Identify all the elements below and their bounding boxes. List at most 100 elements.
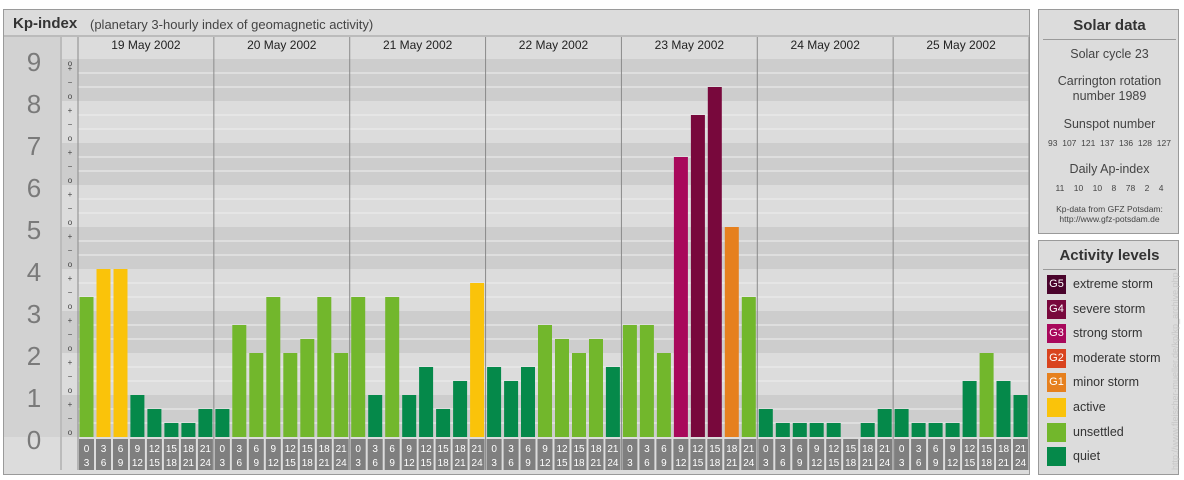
interval-start-label: 15 — [438, 444, 450, 455]
interval-end-label: 21 — [862, 458, 874, 469]
interval-start-label: 0 — [220, 444, 226, 455]
interval-start-label: 6 — [254, 444, 260, 455]
interval-start-label: 0 — [355, 444, 361, 455]
kp-bar — [639, 325, 654, 437]
y-minor-label: − — [68, 330, 73, 339]
interval-start-label: 18 — [998, 444, 1010, 455]
carrington-line-2: number 1989 — [1072, 89, 1147, 103]
interval-start-label: 12 — [285, 444, 297, 455]
interval-end-label: 6 — [372, 458, 378, 469]
interval-end-label: 24 — [879, 458, 891, 469]
kp-bar — [877, 409, 892, 437]
activity-title-divider — [1043, 269, 1176, 270]
source-link[interactable]: http://www.gfz-potsdam.de — [1059, 214, 1160, 224]
kp-bar — [504, 381, 519, 437]
interval-start-label: 18 — [590, 444, 602, 455]
kp-bar — [147, 409, 162, 437]
interval-box — [146, 439, 162, 470]
y-minor-label: + — [68, 232, 73, 241]
activity-levels-panel: Activity levels G5 extreme storm G4 severe … — [1038, 240, 1179, 475]
interval-start-label: 12 — [556, 444, 568, 455]
kp-bar — [555, 339, 569, 437]
day-label: 25 May 2002 — [926, 38, 996, 52]
interval-start-label: 9 — [950, 444, 956, 455]
legend-swatch — [1047, 447, 1066, 467]
interval-end-label: 18 — [166, 458, 178, 469]
legend-swatch — [1047, 422, 1066, 442]
kp-band-6 — [62, 143, 1029, 185]
interval-end-label: 6 — [508, 458, 514, 469]
interval-end-label: 15 — [285, 458, 297, 469]
legend-swatch: G4 — [1047, 299, 1066, 319]
interval-box — [605, 439, 621, 470]
interval-box — [724, 439, 740, 470]
interval-end-label: 12 — [539, 458, 551, 469]
interval-start-label: 6 — [525, 444, 531, 455]
interval-start-label: 9 — [814, 444, 820, 455]
y-minor-label: − — [68, 120, 73, 129]
interval-box — [741, 439, 757, 470]
legend-label: unsettled — [1073, 424, 1124, 439]
interval-box — [792, 439, 808, 470]
y-minor-label: o — [68, 428, 73, 437]
kp-bar — [215, 409, 230, 437]
y-minor-label: + — [68, 358, 73, 367]
kp-bar — [775, 423, 790, 437]
interval-end-label: 9 — [797, 458, 803, 469]
kp-bar — [334, 353, 349, 437]
interval-end-label: 3 — [627, 458, 633, 469]
kp-bar — [385, 297, 400, 437]
y-minor-label: + — [68, 274, 73, 283]
y-tick-label-7: 7 — [27, 131, 41, 161]
kp-bar — [521, 367, 535, 437]
kp-bar — [79, 297, 94, 437]
legend-item-minor-storm: G1 minor storm — [1047, 373, 1177, 393]
day-label: 23 May 2002 — [655, 38, 725, 52]
interval-end-label: 18 — [573, 458, 585, 469]
activity-levels-title: Activity levels — [1059, 247, 1160, 264]
day-label: 24 May 2002 — [791, 38, 861, 52]
interval-end-label: 21 — [319, 458, 331, 469]
interval-end-label: 3 — [491, 458, 497, 469]
legend-label: severe storm — [1073, 301, 1146, 316]
interval-start-label: 3 — [101, 444, 107, 455]
interval-box — [656, 439, 672, 470]
kp-bar — [453, 381, 468, 437]
interval-start-label: 9 — [678, 444, 684, 455]
interval-start-label: 6 — [933, 444, 939, 455]
interval-end-label: 18 — [981, 458, 993, 469]
y-tick-label-5: 5 — [27, 215, 41, 245]
interval-box — [282, 439, 298, 470]
interval-end-label: 6 — [780, 458, 786, 469]
legend-label: extreme storm — [1073, 277, 1153, 291]
interval-box — [333, 439, 349, 470]
interval-box — [418, 439, 434, 470]
interval-start-label: 6 — [118, 444, 124, 455]
y-tick-label-0: 0 — [27, 425, 41, 455]
legend-label: minor storm — [1073, 375, 1139, 390]
day-label: 21 May 2002 — [383, 38, 453, 52]
y-minor-label: + — [68, 64, 73, 73]
interval-end-label: 9 — [389, 458, 395, 469]
y-minor-label: + — [68, 148, 73, 157]
kp-band-5 — [62, 185, 1029, 227]
interval-start-label: 18 — [183, 444, 195, 455]
interval-end-label: 9 — [933, 458, 939, 469]
interval-box — [248, 439, 264, 470]
interval-start-label: 21 — [743, 444, 755, 455]
kp-bar — [945, 423, 960, 437]
kp-band-3 — [62, 269, 1029, 311]
y-minor-label: + — [68, 400, 73, 409]
interval-end-label: 21 — [590, 458, 602, 469]
legend-label: moderate storm — [1073, 350, 1161, 365]
interval-start-label: 3 — [508, 444, 514, 455]
kp-bar — [96, 269, 111, 437]
solar-title-divider — [1043, 39, 1176, 40]
interval-end-label: 9 — [661, 458, 667, 469]
y-minor-label: − — [68, 246, 73, 255]
chart-title: Kp-index — [13, 15, 78, 32]
interval-end-label: 15 — [692, 458, 704, 469]
kp-bar — [656, 353, 671, 437]
interval-end-label: 3 — [763, 458, 769, 469]
interval-box — [214, 439, 230, 470]
